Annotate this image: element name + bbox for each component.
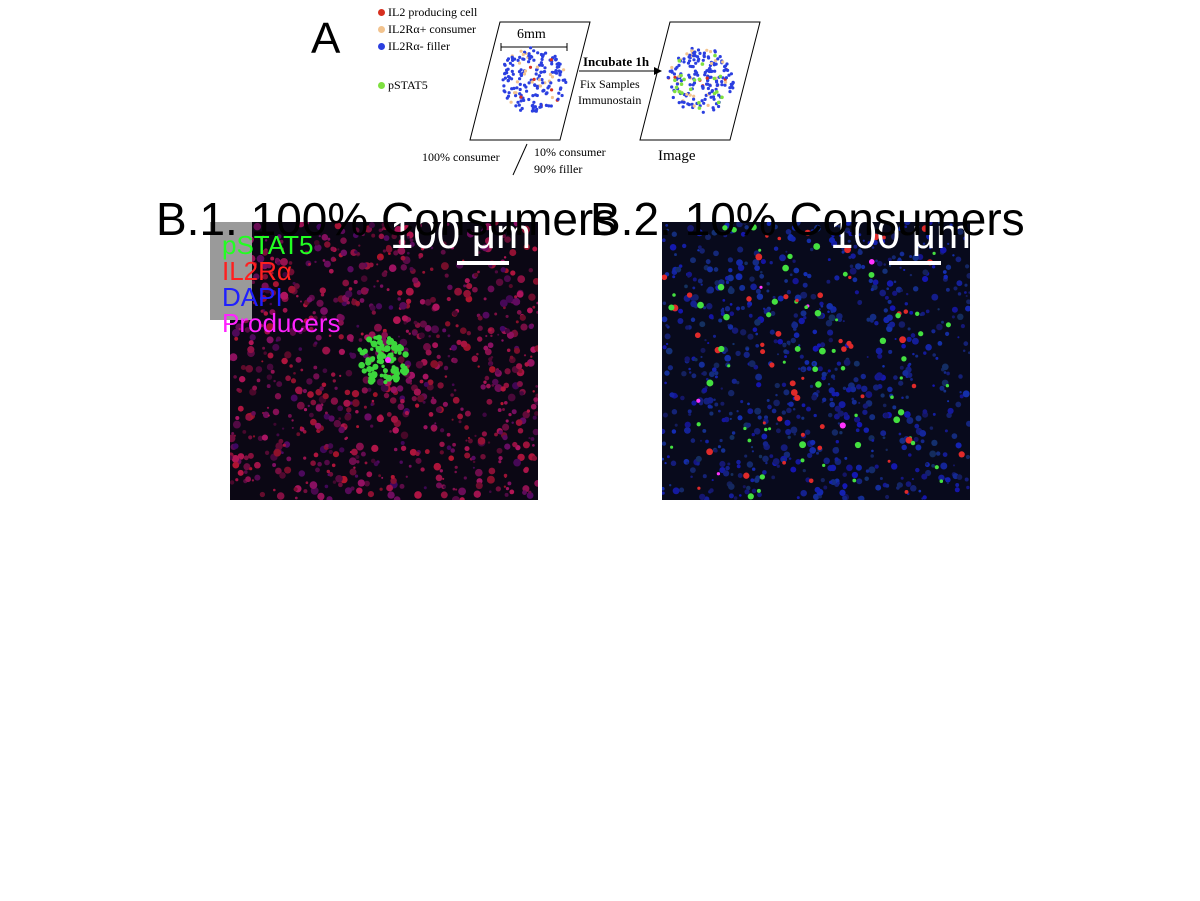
micrograph-b1-image — [230, 222, 538, 500]
channel-legend-backdrop — [210, 222, 252, 320]
micrograph-b2-image — [662, 222, 970, 500]
micrograph-b1 — [230, 222, 538, 500]
dish-size-label: 6mm — [517, 27, 546, 42]
scale-bar — [889, 261, 941, 265]
channel-legend: pSTAT5 IL2Rα DAPI Producers — [210, 222, 375, 336]
dish-right — [666, 46, 735, 114]
legend-label: IL2Rα- filler — [388, 39, 450, 53]
panel-a-legend: IL2 producing cell IL2Rα+ consumer IL2Rα… — [378, 4, 477, 94]
slide-right — [639, 21, 761, 141]
legend-item-pstat5: pSTAT5 — [378, 77, 477, 94]
channel-pstat5: pSTAT5 — [222, 230, 314, 260]
legend-item-filler: IL2Rα- filler — [378, 38, 477, 55]
fix-samples-label: Fix Samples — [580, 77, 640, 91]
channel-producers: Producers — [222, 308, 341, 338]
scale-label-b2: 100 μm — [830, 210, 971, 257]
caption-divider — [512, 143, 528, 176]
slide-left — [469, 21, 591, 141]
legend-label: IL2 producing cell — [388, 5, 478, 19]
incubate-label: Incubate 1h — [583, 54, 650, 69]
panel-b1-title: B.1. 100% Consumers — [156, 193, 617, 245]
producer-cell — [385, 357, 391, 363]
image-caption: Image — [658, 148, 696, 164]
panel-a-letter: A — [311, 14, 341, 63]
arrow-head-icon — [654, 67, 662, 75]
immunostain-label: Immunostain — [578, 93, 642, 107]
legend-label: pSTAT5 — [388, 78, 428, 92]
legend-item-consumer: IL2Rα+ consumer — [378, 21, 477, 38]
pstat5-dot-icon — [378, 82, 385, 89]
channel-dapi: DAPI — [222, 282, 283, 312]
legend-item-producer: IL2 producing cell — [378, 4, 477, 21]
consumer-dot-icon — [378, 26, 385, 33]
producer-dot-icon — [378, 9, 385, 16]
right-caption-2: 90% filler — [534, 162, 583, 176]
channel-il2ra: IL2Rα — [222, 256, 292, 286]
filler-dot-icon — [378, 43, 385, 50]
scale-label-b1: 100 μm — [390, 210, 531, 257]
right-caption-1: 10% consumer — [534, 145, 606, 159]
scale-bar — [457, 261, 509, 265]
micrograph-b2 — [662, 222, 970, 500]
legend-label: IL2Rα+ consumer — [388, 22, 477, 36]
left-caption: 100% consumer — [422, 150, 500, 164]
dish-left — [501, 46, 568, 113]
panel-a-diagram — [469, 21, 761, 176]
panel-b2-title: B.2. 10% Consumers — [590, 193, 1025, 245]
